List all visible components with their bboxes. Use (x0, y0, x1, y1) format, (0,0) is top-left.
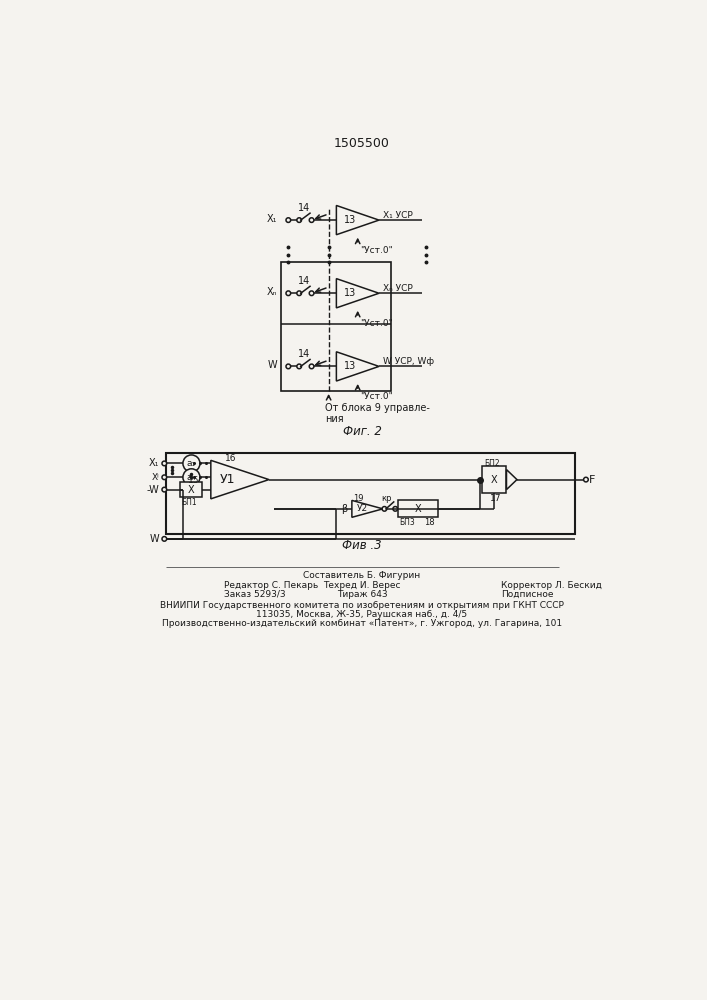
Text: X₁: X₁ (149, 458, 160, 468)
Text: Фиг. 2: Фиг. 2 (342, 425, 381, 438)
Text: W УСР, Wф: W УСР, Wф (383, 357, 434, 366)
Text: Xᵎ: Xᵎ (152, 473, 160, 482)
Text: -W: -W (147, 485, 160, 495)
Circle shape (393, 507, 397, 511)
Polygon shape (337, 279, 379, 308)
Text: кр: кр (382, 494, 392, 503)
Bar (281, 262, 391, 391)
Text: Тираж 643: Тираж 643 (337, 590, 387, 599)
Bar (482, 466, 506, 493)
Circle shape (183, 455, 200, 472)
Text: β: β (341, 504, 347, 514)
Text: Xₙ: Xₙ (267, 287, 277, 297)
Text: Xₙ УСР: Xₙ УСР (383, 284, 413, 293)
Text: Фив .3: Фив .3 (342, 539, 382, 552)
Text: 14: 14 (298, 276, 310, 286)
Circle shape (309, 218, 314, 222)
Text: X: X (414, 504, 421, 514)
Polygon shape (337, 205, 379, 235)
Circle shape (297, 291, 301, 296)
Circle shape (162, 537, 167, 541)
Text: БП3: БП3 (399, 518, 415, 527)
Bar (166, 453, 575, 534)
Circle shape (309, 364, 314, 369)
Text: 15: 15 (187, 476, 199, 485)
Text: 1505500: 1505500 (334, 137, 390, 150)
Circle shape (162, 487, 167, 492)
Text: ния: ния (325, 414, 344, 424)
Text: Производственно-издательский комбинат «Патент», г. Ужгород, ул. Гагарина, 101: Производственно-издательский комбинат «П… (162, 619, 562, 628)
Text: 18: 18 (424, 518, 435, 527)
Text: 13: 13 (344, 288, 356, 298)
Polygon shape (506, 470, 517, 490)
Text: 16: 16 (225, 454, 236, 463)
Bar (180, 482, 201, 497)
Text: "Уст.0": "Уст.0" (360, 319, 393, 328)
Text: БП1: БП1 (182, 498, 197, 507)
Text: 14: 14 (298, 349, 310, 359)
Circle shape (286, 364, 291, 369)
Text: F: F (589, 475, 595, 485)
Text: X: X (187, 485, 194, 495)
Circle shape (162, 475, 167, 480)
Polygon shape (352, 500, 383, 517)
Polygon shape (337, 352, 379, 381)
Circle shape (297, 218, 301, 222)
Text: 13: 13 (344, 215, 356, 225)
Text: X₁: X₁ (267, 214, 277, 224)
Text: "Уст.0": "Уст.0" (360, 246, 393, 255)
Text: Заказ 5293/3: Заказ 5293/3 (224, 590, 286, 599)
Text: aₙ: aₙ (187, 473, 196, 482)
Bar (397, 500, 438, 517)
Text: W: W (268, 360, 277, 370)
Text: X₁ УСР: X₁ УСР (383, 211, 413, 220)
Text: От блока 9 управле-: От блока 9 управле- (325, 403, 430, 413)
Text: 14: 14 (298, 203, 310, 213)
Text: 113035, Москва, Ж-35, Раушская наб., д. 4/5: 113035, Москва, Ж-35, Раушская наб., д. … (257, 610, 467, 619)
Text: Техред И. Верес: Техред И. Верес (323, 581, 401, 590)
Circle shape (382, 507, 387, 511)
Text: У1: У1 (220, 473, 235, 486)
Circle shape (583, 477, 588, 482)
Text: 19: 19 (353, 494, 363, 503)
Text: X: X (491, 475, 498, 485)
Text: W: W (150, 534, 160, 544)
Text: 13: 13 (344, 361, 356, 371)
Text: ВНИИПИ Государственного комитета по изобретениям и открытиям при ГКНТ СССР: ВНИИПИ Государственного комитета по изоб… (160, 601, 564, 610)
Text: Подписное: Подписное (501, 590, 553, 599)
Text: Корректор Л. Бескид: Корректор Л. Бескид (501, 581, 602, 590)
Circle shape (162, 461, 167, 466)
Text: "Уст.0": "Уст.0" (360, 392, 393, 401)
Polygon shape (211, 460, 269, 499)
Circle shape (183, 469, 200, 486)
Text: Редактор С. Пекарь: Редактор С. Пекарь (224, 581, 318, 590)
Text: У2: У2 (357, 504, 368, 513)
Circle shape (309, 291, 314, 296)
Circle shape (297, 364, 301, 369)
Circle shape (286, 218, 291, 222)
Text: Составитель Б. Фигурин: Составитель Б. Фигурин (303, 571, 421, 580)
Text: a₁: a₁ (187, 459, 196, 468)
Text: 17: 17 (490, 494, 502, 503)
Circle shape (286, 291, 291, 296)
Text: БП2: БП2 (484, 459, 500, 468)
